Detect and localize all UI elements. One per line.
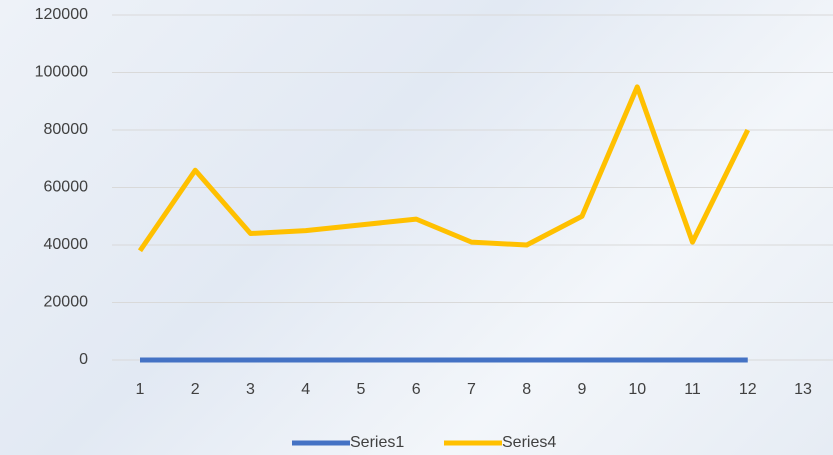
legend-label: Series1 [350, 434, 404, 451]
x-tick-label: 10 [628, 381, 646, 398]
y-tick-label: 20000 [44, 294, 89, 311]
x-tick-label: 5 [357, 381, 366, 398]
y-tick-label: 80000 [44, 121, 89, 138]
x-tick-label: 12 [739, 381, 757, 398]
legend-label: Series4 [502, 434, 556, 451]
x-tick-label: 11 [684, 381, 701, 398]
x-tick-label: 6 [412, 381, 421, 398]
x-tick-label: 7 [467, 381, 476, 398]
series-line [140, 87, 748, 251]
y-tick-label: 40000 [44, 236, 89, 253]
y-tick-label: 120000 [35, 6, 88, 23]
x-tick-label: 3 [246, 381, 255, 398]
y-tick-label: 0 [79, 351, 88, 368]
x-tick-label: 13 [794, 381, 812, 398]
y-tick-label: 60000 [44, 179, 89, 196]
x-tick-label: 1 [136, 381, 145, 398]
chart: 0200004000060000800001000001200001234567… [0, 0, 833, 455]
x-tick-label: 8 [522, 381, 531, 398]
x-tick-label: 4 [301, 381, 310, 398]
y-tick-label: 100000 [35, 64, 88, 81]
x-tick-label: 9 [578, 381, 587, 398]
x-tick-label: 2 [191, 381, 200, 398]
